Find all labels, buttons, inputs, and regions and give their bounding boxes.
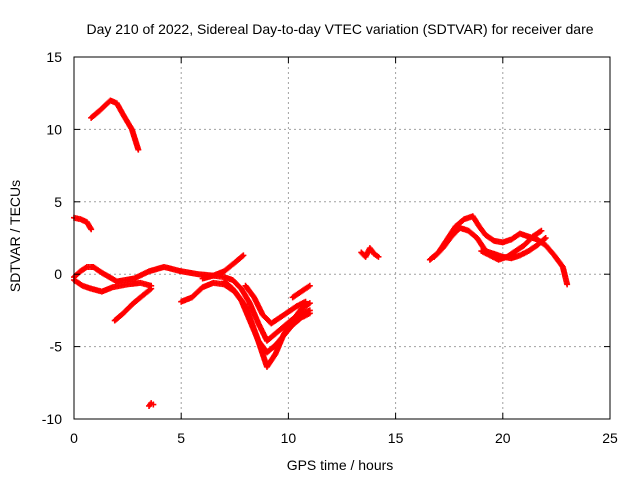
x-tick-label: 10 xyxy=(281,430,297,446)
data-point xyxy=(148,285,155,292)
x-tick-label: 5 xyxy=(177,430,185,446)
data-point xyxy=(302,298,309,305)
data-point xyxy=(135,146,142,153)
data-point xyxy=(88,226,95,233)
y-tick-label: 5 xyxy=(54,194,62,210)
data-points xyxy=(71,97,571,409)
data-point xyxy=(306,310,313,317)
data-point xyxy=(542,235,549,241)
x-tick-label: 20 xyxy=(495,430,511,446)
y-axis-label: SDTVAR / TECUs xyxy=(7,180,23,292)
data-point xyxy=(375,253,382,260)
data-point xyxy=(541,235,548,242)
chart-title: Day 210 of 2022, Sidereal Day-to-day VTE… xyxy=(86,21,593,37)
data-point xyxy=(564,281,571,288)
y-tick-label: -10 xyxy=(42,411,62,427)
axis-ticks: 0 5 10 15 20 25 -10 -5 0 5 10 15 xyxy=(42,49,618,446)
y-tick-label: 15 xyxy=(46,49,62,65)
grid-lines xyxy=(74,57,610,419)
y-tick-label: 0 xyxy=(54,266,62,282)
y-tick-label: 10 xyxy=(46,121,62,137)
data-point xyxy=(146,286,153,293)
data-point xyxy=(239,253,246,260)
plot-border xyxy=(73,56,611,420)
data-point xyxy=(240,252,247,259)
x-tick-label: 15 xyxy=(388,430,404,446)
x-axis-label: GPS time / hours xyxy=(287,457,394,473)
x-tick-label: 0 xyxy=(70,430,78,446)
y-tick-label: -5 xyxy=(50,339,63,355)
data-point xyxy=(306,282,313,289)
data-point xyxy=(150,401,157,408)
x-tick-label: 25 xyxy=(602,430,618,446)
data-point xyxy=(306,300,313,307)
data-point xyxy=(538,227,545,234)
